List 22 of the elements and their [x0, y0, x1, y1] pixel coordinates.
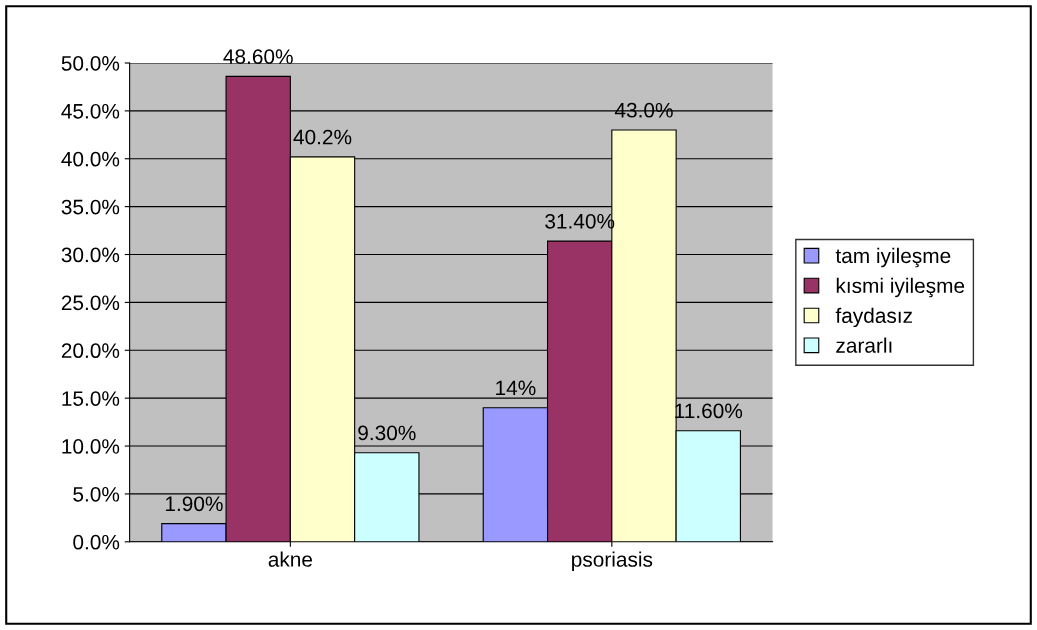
y-tick-label: 15.0% — [62, 391, 120, 406]
data-label: 48.60% — [223, 49, 293, 64]
data-label: 9.30% — [358, 425, 416, 441]
y-tick-label: 45.0% — [61, 103, 120, 119]
legend-label: faydasız — [835, 307, 912, 328]
y-tick-label: 0.0% — [73, 534, 120, 550]
y-tick-label: 40.0% — [61, 151, 120, 167]
y-tick-label: 25.0% — [61, 295, 120, 311]
data-label: 14% — [496, 380, 536, 396]
y-tick-label: 30.0% — [61, 247, 120, 263]
y-tick-label: 35.0% — [61, 199, 120, 215]
x-tick-label: akne — [268, 551, 313, 567]
legend-label: kısmi iyileşme — [836, 277, 965, 298]
legend-label: zararlı — [836, 337, 892, 353]
y-tick-label: 50.0% — [61, 56, 120, 71]
y-tick-label: 20.0% — [61, 343, 120, 359]
y-tick-label: 5.0% — [73, 486, 120, 502]
y-tick-label: 10.0% — [62, 439, 120, 454]
x-tick-label: psoriasis — [572, 551, 653, 571]
legend-label: tam iyileşme — [835, 247, 951, 268]
data-label: 1.90% — [165, 496, 223, 512]
data-label: 40.2% — [293, 129, 352, 145]
